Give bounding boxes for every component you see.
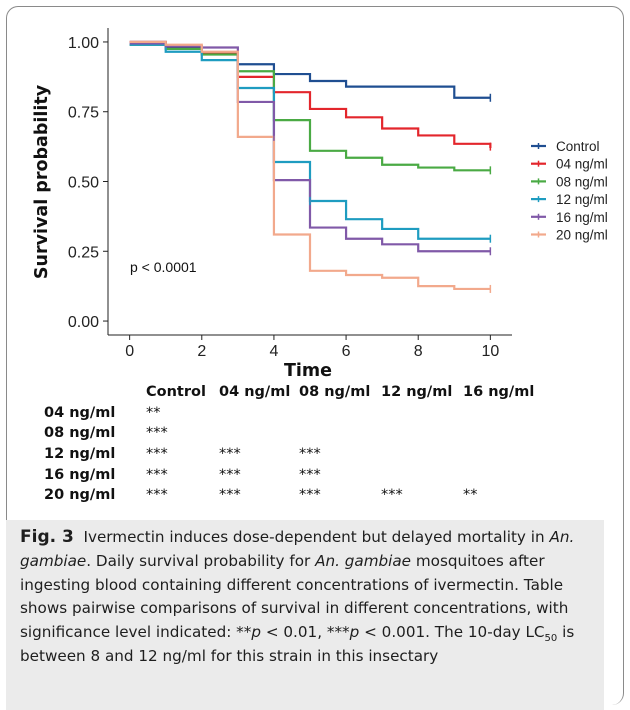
figure-caption: Fig. 3 Ivermectin induces dose-dependent… [20, 526, 608, 669]
significance-cell [381, 423, 463, 444]
row-header: 04 ng/ml [44, 404, 116, 421]
legend-label: 12 ng/ml [556, 192, 608, 207]
table-row: 12 ng/ml *** *** *** [44, 444, 543, 465]
caption-body-text: is between 8 and 12 ng/ml for this strai… [20, 623, 575, 665]
significance-cell [299, 403, 381, 424]
table-row: 20 ng/ml *** *** *** *** ** [44, 485, 543, 506]
significance-cell: *** [146, 425, 168, 442]
column-header: 04 ng/ml [219, 384, 291, 401]
series-line [129, 40, 491, 291]
caption-species: An. gambiae [20, 528, 575, 570]
x-tick-label: 10 [481, 343, 499, 360]
column-header: 08 ng/ml [299, 384, 371, 401]
x-tick-label: 0 [125, 343, 134, 360]
y-tick-label: 0.75 [68, 105, 99, 122]
row-header: 08 ng/ml [44, 425, 116, 442]
plot-axes: 0.00 0.25 0.50 0.75 1.00 0 2 4 6 8 10 [68, 28, 512, 360]
row-header: 20 ng/ml [44, 487, 116, 504]
significance-cell [219, 403, 299, 424]
table-corner-cell [44, 382, 146, 403]
significance-cell: *** [299, 487, 321, 504]
p-value-annotation: p < 0.0001 [130, 259, 197, 275]
caption-body-text: < 0.01, *** [261, 623, 350, 642]
lc-subscript: 50 [544, 633, 558, 645]
significance-cell [463, 403, 543, 424]
row-header: 12 ng/ml [44, 446, 116, 463]
significance-cell: *** [299, 446, 321, 463]
significance-cell: ** [146, 404, 161, 421]
y-axis-title: Survival probability [32, 84, 52, 279]
p-symbol: p [349, 623, 360, 642]
caption-title-text: Ivermectin induces dose-dependent but de… [83, 528, 550, 546]
series-line [129, 40, 491, 99]
y-tick-label: 0.50 [68, 175, 99, 192]
significance-cell: *** [146, 487, 168, 504]
column-header: Control [146, 384, 206, 401]
legend-label: 20 ng/ml [556, 228, 608, 243]
pairwise-comparison-table: Control 04 ng/ml 08 ng/ml 12 ng/ml 16 ng… [44, 382, 543, 506]
x-tick-label: 4 [269, 343, 278, 360]
significance-cell [463, 423, 543, 444]
significance-cell: *** [299, 466, 321, 483]
caption-body-text: mosquitoes after ingesting blood contain… [20, 551, 569, 642]
significance-cell: ** [463, 487, 478, 504]
legend-label: 08 ng/ml [556, 174, 608, 189]
survival-chart: 0.00 0.25 0.50 0.75 1.00 0 2 4 6 8 10 Control 04 ng… [32, 28, 608, 380]
table-row: 08 ng/ml *** [44, 423, 543, 444]
x-tick-label: 8 [414, 343, 423, 360]
caption-body-text: < 0.001. The 10-day LC [359, 623, 545, 642]
legend-label: 16 ng/ml [556, 210, 608, 225]
significance-cell [299, 423, 381, 444]
figure-frame [6, 6, 624, 705]
plot-series [129, 40, 492, 293]
significance-cell [381, 464, 463, 485]
significance-cell: *** [219, 466, 241, 483]
significance-cell: *** [146, 466, 168, 483]
p-symbol: p [251, 623, 262, 642]
legend-label: Control [556, 139, 600, 154]
legend-label: 04 ng/ml [556, 157, 608, 172]
caption-background [6, 520, 604, 710]
column-header: 12 ng/ml [381, 384, 453, 401]
x-axis-title: Time [284, 361, 332, 380]
table-header-row: Control 04 ng/ml 08 ng/ml 12 ng/ml 16 ng… [44, 382, 543, 403]
significance-cell: *** [219, 487, 241, 504]
significance-cell [381, 444, 463, 465]
table-row: 16 ng/ml *** *** *** [44, 464, 543, 485]
chart-legend: Control 04 ng/ml 08 ng/ml 12 ng/ml 16 ng/ml 2… [531, 139, 608, 243]
table-row: 04 ng/ml ** [44, 403, 543, 424]
significance-cell: *** [219, 446, 241, 463]
caption-species: An. gambiae [315, 551, 412, 570]
y-tick-label: 0.25 [68, 244, 99, 261]
column-header: 16 ng/ml [463, 384, 535, 401]
x-tick-label: 6 [342, 343, 351, 360]
significance-cell [219, 423, 299, 444]
figure-label: Fig. 3 [20, 527, 74, 547]
significance-cell [463, 464, 543, 485]
significance-cell: *** [146, 446, 168, 463]
caption-title-text: . Daily survival probability for [86, 551, 316, 570]
y-tick-label: 1.00 [68, 35, 99, 52]
y-tick-label: 0.00 [68, 314, 99, 331]
row-header: 16 ng/ml [44, 466, 116, 483]
significance-cell [381, 403, 463, 424]
x-tick-label: 2 [197, 343, 206, 360]
significance-cell [463, 444, 543, 465]
significance-cell: *** [381, 487, 403, 504]
